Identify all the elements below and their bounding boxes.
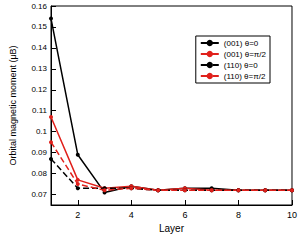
svg-text:2: 2 <box>75 210 80 220</box>
svg-text:0.07: 0.07 <box>31 190 47 199</box>
svg-text:0.11: 0.11 <box>32 106 48 115</box>
svg-text:10: 10 <box>287 210 297 220</box>
svg-text:0.14: 0.14 <box>31 43 47 52</box>
svg-text:Layer: Layer <box>159 223 185 234</box>
svg-text:4: 4 <box>129 210 134 220</box>
svg-text:0.15: 0.15 <box>31 22 47 31</box>
svg-text:(001) θ=0: (001) θ=0 <box>224 39 259 48</box>
svg-text:0.12: 0.12 <box>31 85 47 94</box>
svg-text:(110) θ=π/2: (110) θ=π/2 <box>224 72 266 81</box>
svg-text:0.1: 0.1 <box>36 127 48 136</box>
svg-text:0.08: 0.08 <box>31 169 47 178</box>
svg-text:0.16: 0.16 <box>31 2 47 11</box>
svg-text:8: 8 <box>236 210 241 220</box>
svg-text:(001) θ=π/2: (001) θ=π/2 <box>224 50 267 59</box>
svg-text:(110) θ=0: (110) θ=0 <box>224 61 258 70</box>
svg-text:0.09: 0.09 <box>31 148 47 157</box>
svg-text:Orbital magnetic moment (μB): Orbital magnetic moment (μB) <box>8 45 18 165</box>
svg-text:6: 6 <box>182 210 187 220</box>
svg-text:0.13: 0.13 <box>31 64 47 73</box>
